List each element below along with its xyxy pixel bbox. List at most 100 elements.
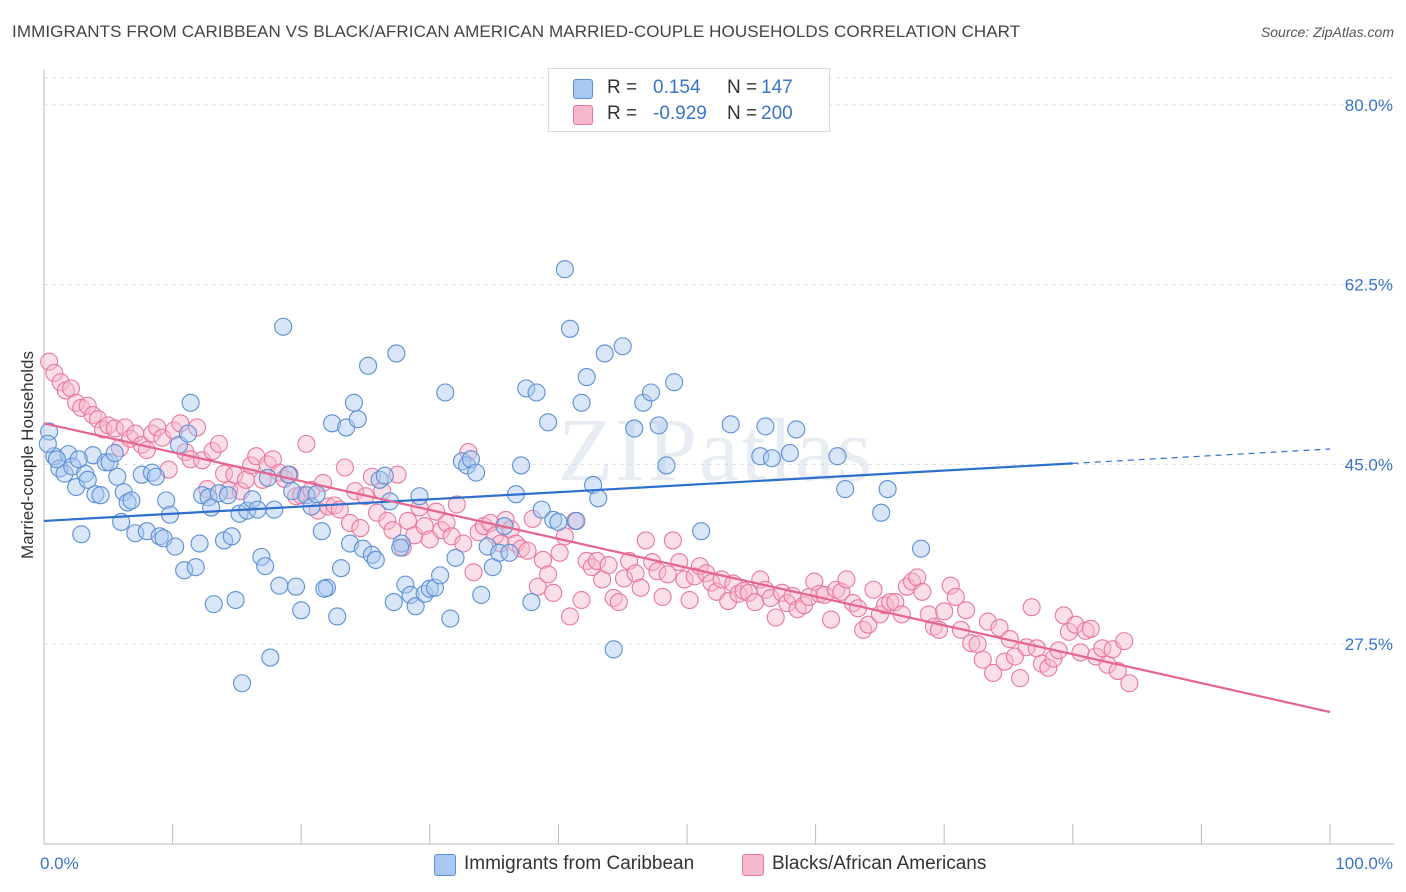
y-tick-label: 80.0% <box>1345 96 1393 115</box>
blue-data-point <box>467 463 486 482</box>
blue-data-point <box>522 593 541 612</box>
blue-data-point <box>55 464 74 483</box>
pink-data-point <box>881 593 900 612</box>
pink-data-point <box>341 513 360 533</box>
pink-data-point <box>766 608 785 627</box>
blue-data-point <box>762 449 781 468</box>
pink-data-point <box>995 652 1014 671</box>
blue-data-point <box>265 500 284 519</box>
pink-trend-line <box>43 422 1331 714</box>
blue-data-point <box>527 383 546 402</box>
pink-data-point <box>415 517 434 536</box>
blue-data-point <box>751 447 770 466</box>
pink-data-point <box>1022 598 1041 617</box>
pink-data-point <box>864 580 883 599</box>
pink-data-point <box>528 577 547 596</box>
blue-data-point <box>86 485 105 504</box>
blue-data-point <box>190 534 209 553</box>
blue-data-point <box>461 450 481 469</box>
pink-data-point <box>544 583 563 602</box>
blue-data-point <box>100 453 119 472</box>
blue-data-point <box>181 393 200 412</box>
pink-data-point <box>675 570 694 589</box>
blue-data-point <box>572 393 591 412</box>
blue-data-point <box>787 420 806 439</box>
pink-data-point <box>821 610 841 629</box>
legend-row-caribbean: R = 0.154 N = 147 <box>549 75 829 101</box>
pink-data-point <box>115 418 135 437</box>
pink-data-point <box>648 562 667 581</box>
pink-data-point <box>1039 658 1058 677</box>
blue-data-point <box>625 419 644 438</box>
pink-data-point <box>67 393 86 412</box>
blue-data-point <box>69 450 88 469</box>
blue-data-point <box>613 337 632 356</box>
blue-data-point <box>560 319 580 338</box>
pink-data-point <box>962 634 981 653</box>
pink-data-point <box>72 398 91 417</box>
pink-data-point <box>587 551 607 571</box>
pink-data-point <box>685 567 704 586</box>
blue-data-point <box>375 466 394 485</box>
pink-data-point <box>859 615 878 634</box>
blue-data-point <box>47 450 66 469</box>
pink-data-point <box>658 565 677 584</box>
bottom-legend-label: Immigrants from Caribbean <box>464 853 695 874</box>
pink-data-point <box>383 521 402 540</box>
blue-data-point <box>67 477 86 497</box>
blue-data-point <box>387 344 406 363</box>
blue-data-point <box>415 584 434 603</box>
pink-data-point <box>378 511 397 530</box>
blue-data-point <box>490 543 509 562</box>
legend-n-value: 147 <box>761 77 793 98</box>
blue-data-point <box>436 383 455 402</box>
pink-data-point <box>854 620 873 639</box>
blue-data-point <box>252 547 271 566</box>
pink-data-point <box>351 519 370 538</box>
legend-r-label: R = <box>607 103 638 124</box>
blue-data-point <box>410 487 429 506</box>
pink-data-point <box>164 421 183 440</box>
pink-data-point <box>1120 674 1139 693</box>
blue-data-point <box>270 576 289 595</box>
blue-data-point <box>878 480 897 499</box>
pink-data-point <box>550 543 569 562</box>
pink-data-point <box>663 531 682 550</box>
pink-data-point <box>968 635 987 654</box>
blue-trend-line <box>43 462 1073 523</box>
blue-data-point <box>539 413 558 432</box>
blue-data-point <box>307 485 326 504</box>
blue-data-point <box>359 356 378 375</box>
blue-data-point <box>232 674 252 693</box>
watermark: ZIPatlas <box>558 401 874 500</box>
blue-data-point <box>391 538 410 557</box>
y-axis-label: Married-couple Households <box>18 351 37 559</box>
pink-data-point <box>209 434 228 453</box>
blue-data-point <box>836 480 855 499</box>
blue-data-point <box>517 379 536 398</box>
blue-data-point <box>665 373 684 392</box>
pink-data-point <box>78 396 97 415</box>
pink-data-point <box>187 418 207 437</box>
pink-data-point <box>560 607 580 626</box>
pink-data-point <box>1011 669 1030 688</box>
blue-data-point <box>328 607 347 626</box>
pink-data-point <box>913 582 932 601</box>
pink-data-point <box>761 588 780 608</box>
pink-data-point <box>512 539 531 558</box>
trend-layer <box>43 422 1331 714</box>
blue-data-point <box>567 511 586 530</box>
pink-data-point <box>631 578 650 597</box>
pink-data-point <box>990 618 1009 637</box>
blue-data-point <box>209 484 228 503</box>
chart-title: IMMIGRANTS FROM CARIBBEAN VS BLACK/AFRIC… <box>12 22 1021 41</box>
blue-data-point <box>384 593 403 612</box>
blue-data-point <box>657 456 676 475</box>
blue-data-point <box>577 368 596 387</box>
y-tick-label: 27.5% <box>1345 635 1393 654</box>
pink-data-point <box>388 465 407 484</box>
blue-data-point <box>72 525 91 544</box>
legend-r-value: 0.154 <box>653 77 701 98</box>
pink-data-point <box>653 587 672 606</box>
